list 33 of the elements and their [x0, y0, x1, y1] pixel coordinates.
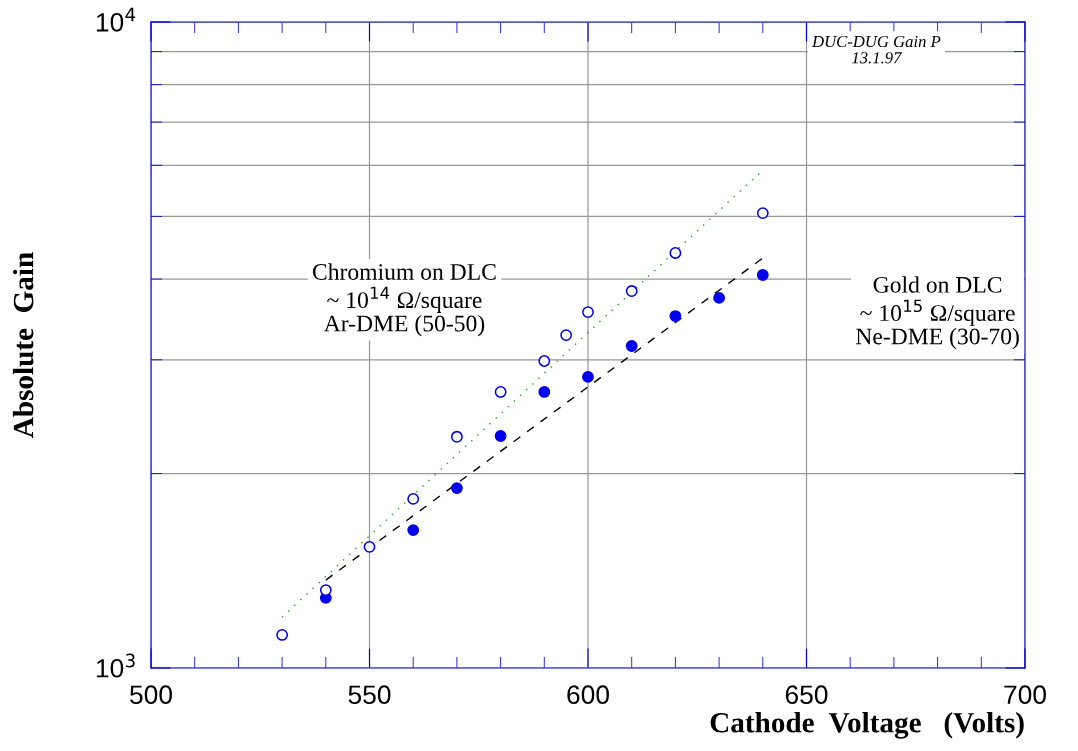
point: [756, 269, 769, 281]
point: [450, 482, 463, 494]
point: [407, 524, 420, 536]
point: [538, 355, 551, 367]
point: [494, 430, 507, 442]
point: [407, 493, 420, 505]
y-tick-label: 10$^{3}$: [96, 653, 135, 678]
point: [538, 386, 551, 398]
point: [713, 292, 726, 304]
point: [450, 430, 463, 443]
point: [669, 310, 682, 322]
point: [276, 629, 289, 641]
y-axis-title: Absolute Gain: [12, 252, 34, 438]
y-tick-label: 10$^{4}$: [96, 7, 136, 32]
point: [756, 207, 769, 220]
point: [319, 584, 332, 597]
point: [669, 247, 682, 259]
point: [582, 306, 594, 318]
x-axis-title: Cathode Voltage (Volts): [710, 712, 1024, 739]
x-tick-label: 500: [130, 685, 172, 705]
point: [625, 340, 638, 352]
annotation: DUC-DUG Gain P 13.1.97: [811, 35, 941, 64]
x-tick-label: 700: [1004, 685, 1046, 705]
point: [494, 386, 507, 398]
x-tick-label: 650: [785, 685, 828, 705]
annotation: Chromium on DLC ~ 10$^{14}$ Ω/square Ar-DME (50-50): [312, 263, 496, 337]
point: [560, 329, 573, 342]
point: [582, 371, 594, 383]
x-tick-label: 550: [348, 685, 391, 705]
x-tick-label: 600: [567, 685, 609, 705]
point: [625, 285, 638, 297]
point: [363, 540, 376, 553]
annotation: Gold on DLC ~ 10$^{15}$ Ω/square Ne-DME (30-70): [855, 276, 1019, 350]
